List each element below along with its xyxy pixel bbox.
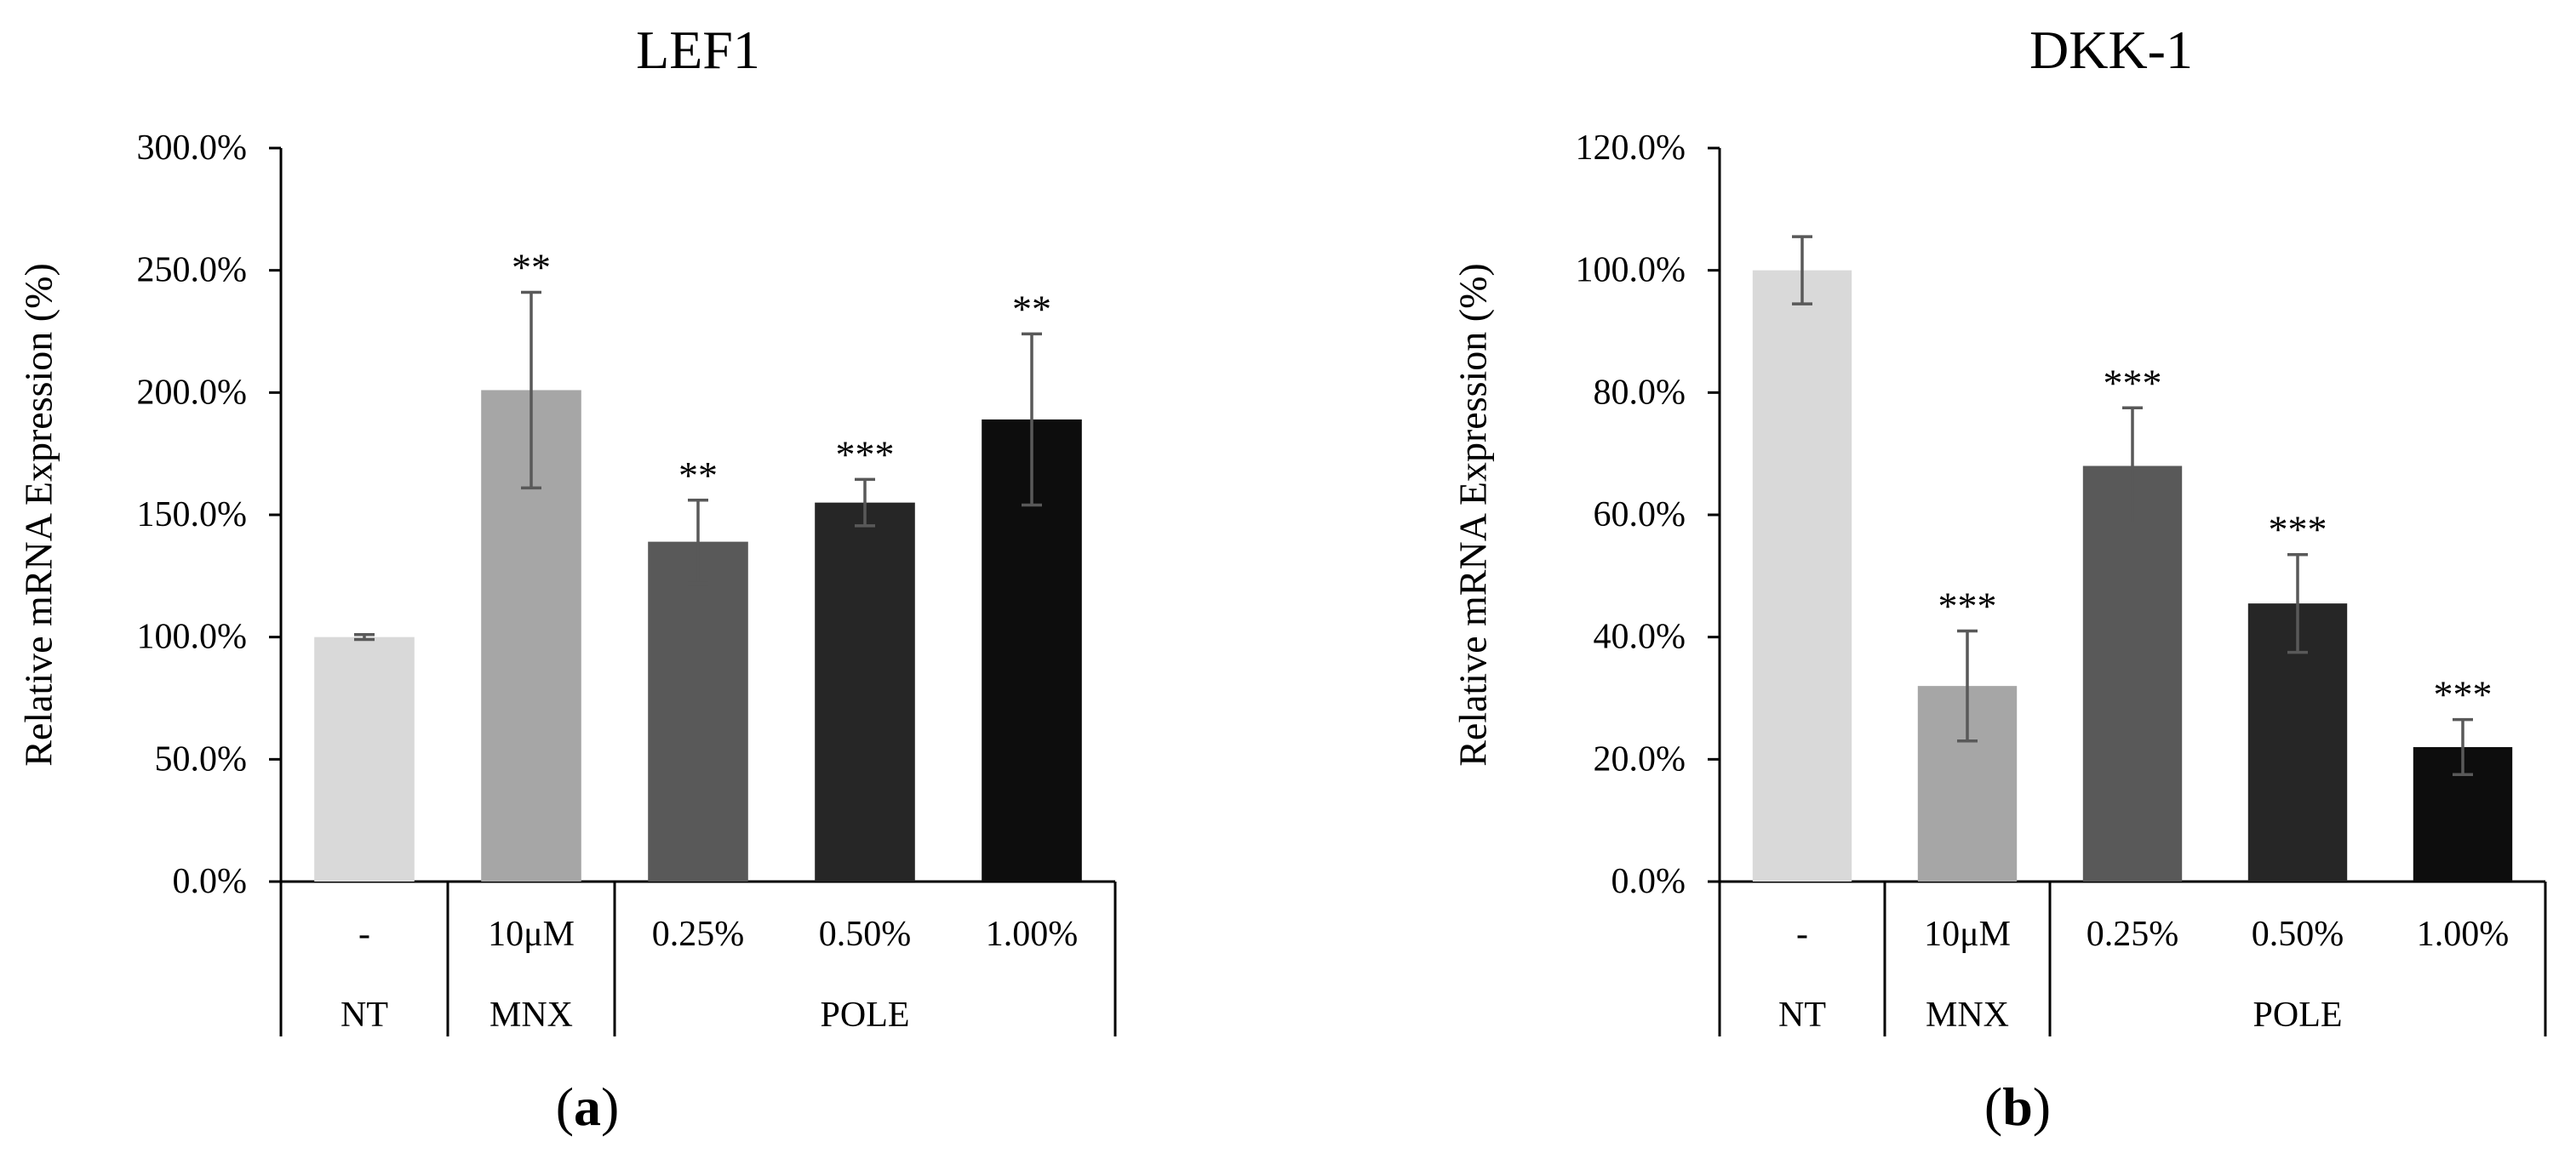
chart-panel-a: LEF1 Relative mRNA Expression (%) 0.0% 50.0… — [17, 20, 1117, 1137]
y-tick-label: 60.0% — [1594, 495, 1686, 534]
y-tick-label: 80.0% — [1594, 373, 1686, 412]
bar-0 — [314, 637, 415, 882]
x-tick-label-1: 10μM — [1924, 915, 2011, 954]
panel-label: (a) — [556, 1076, 620, 1137]
y-tick-label: 40.0% — [1594, 618, 1686, 657]
group-label-pole: POLE — [2253, 996, 2343, 1035]
x-tick-label-2: 0.25% — [652, 915, 745, 954]
y-tick-label: 20.0% — [1594, 739, 1686, 779]
y-tick-label: 50.0% — [155, 739, 248, 779]
x-tick-label-0: - — [1796, 915, 1808, 954]
group-label-mnx: MNX — [489, 996, 573, 1035]
x-tick-label-3: 0.50% — [819, 915, 912, 954]
y-tick-label: 150.0% — [137, 495, 248, 534]
significance-marker-4: ** — [1012, 287, 1051, 330]
panel-label: (b) — [1984, 1076, 2051, 1137]
y-axis-label: Relative mRNA Expression (%) — [17, 263, 60, 767]
y-tick-label: 100.0% — [1576, 251, 1686, 290]
significance-marker-3: *** — [2269, 508, 2327, 551]
x-tick-label-4: 1.00% — [986, 915, 1079, 954]
group-label-mnx: MNX — [1926, 996, 2009, 1035]
x-tick-label-1: 10μM — [488, 915, 575, 954]
chart-panel-b: DKK-1 Relative mRNA Expression (%) 0.0% 20.… — [1451, 20, 2547, 1137]
significance-marker-3: *** — [836, 432, 895, 476]
significance-marker-2: ** — [678, 454, 718, 497]
y-tick-label: 300.0% — [137, 128, 248, 168]
bar-3 — [815, 502, 915, 882]
bar-2 — [2082, 465, 2183, 882]
significance-marker-1: *** — [1938, 584, 1997, 627]
bar-2 — [648, 541, 748, 882]
significance-marker-4: *** — [2434, 673, 2493, 716]
x-tick-label-2: 0.25% — [2087, 915, 2179, 954]
y-tick-label: 120.0% — [1576, 128, 1686, 168]
y-tick-label: 100.0% — [137, 618, 248, 657]
x-tick-label-4: 1.00% — [2417, 915, 2510, 954]
y-tick-label: 0.0% — [173, 862, 248, 901]
significance-marker-2: *** — [2104, 361, 2162, 404]
significance-marker-1: ** — [512, 246, 551, 289]
group-label-nt: NT — [1778, 996, 1826, 1035]
y-tick-label: 250.0% — [137, 251, 248, 290]
x-tick-label-0: - — [358, 915, 370, 954]
y-tick-label: 0.0% — [1611, 862, 1686, 901]
y-tick-label: 200.0% — [137, 373, 248, 412]
y-axis-label: Relative mRNA Expression (%) — [1451, 263, 1495, 767]
group-label-pole: POLE — [821, 996, 910, 1035]
chart-title: DKK-1 — [2029, 20, 2193, 80]
bar-0 — [1752, 270, 1852, 882]
x-tick-label-3: 0.50% — [2252, 915, 2344, 954]
chart-title: LEF1 — [636, 20, 760, 80]
group-label-nt: NT — [341, 996, 388, 1035]
